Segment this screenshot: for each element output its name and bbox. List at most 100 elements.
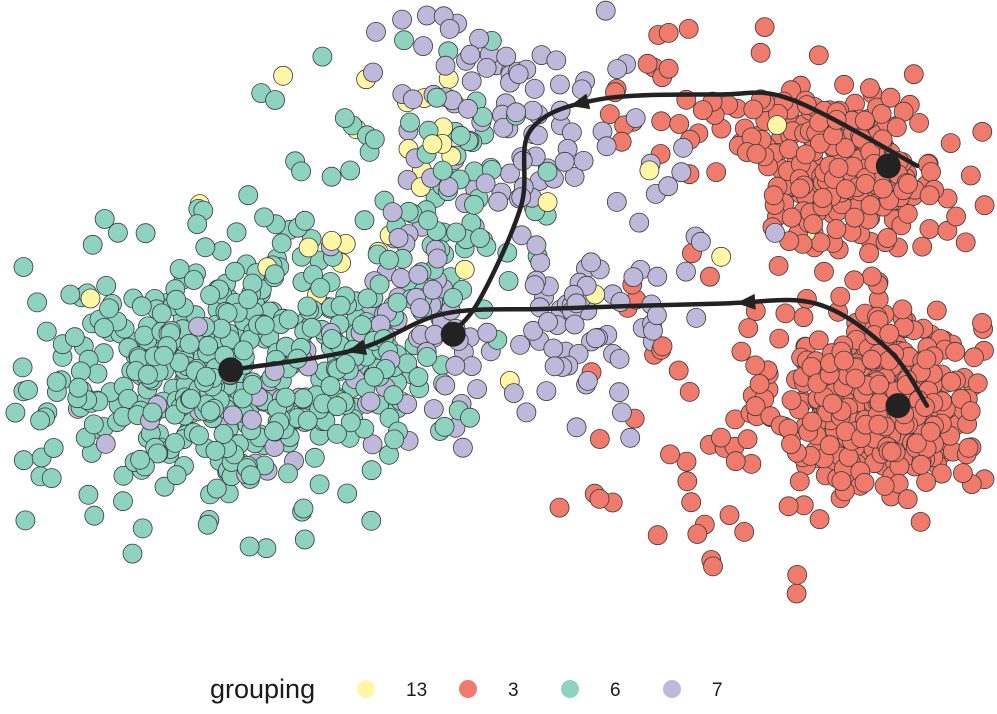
point-group-7 — [458, 98, 478, 119]
point-group-3 — [779, 139, 799, 160]
point-group-7 — [241, 409, 262, 430]
point-group-6 — [82, 234, 103, 255]
point-group-6 — [301, 317, 322, 338]
point-group-6 — [384, 429, 405, 450]
point-group-6 — [327, 396, 348, 417]
point-group-3 — [974, 195, 995, 216]
point-group-7 — [475, 173, 496, 194]
point-group-7 — [606, 191, 627, 212]
point-group-6 — [337, 483, 358, 504]
point-group-6 — [275, 387, 296, 408]
point-group-7 — [503, 383, 524, 404]
point-group-6 — [352, 315, 372, 336]
point-group-7 — [413, 36, 434, 56]
point-group-13 — [639, 160, 660, 181]
point-group-3 — [769, 328, 790, 349]
point-group-7 — [493, 118, 514, 138]
point-group-7 — [671, 162, 692, 183]
point-group-6 — [256, 538, 277, 559]
point-group-3 — [549, 497, 570, 518]
point-group-3 — [745, 355, 766, 376]
point-group-7 — [524, 275, 545, 296]
point-group-6 — [238, 289, 259, 310]
point-group-3 — [789, 471, 810, 492]
point-group-7 — [408, 264, 429, 285]
point-group-6 — [264, 421, 285, 442]
point-group-3 — [911, 454, 932, 475]
point-group-3 — [919, 185, 940, 206]
point-group-3 — [669, 114, 690, 134]
point-group-6 — [195, 237, 216, 258]
point-group-6 — [233, 340, 254, 361]
point-group-3 — [958, 437, 979, 458]
point-group-3 — [711, 427, 731, 448]
point-group-6 — [200, 401, 221, 421]
point-group-6 — [135, 223, 156, 244]
point-group-3 — [855, 110, 875, 131]
point-group-3 — [960, 165, 981, 186]
point-group-3 — [897, 203, 918, 224]
point-group-6 — [41, 468, 62, 489]
point-group-6 — [330, 295, 351, 316]
point-group-6 — [321, 166, 342, 187]
point-group-3 — [738, 318, 759, 339]
point-group-6 — [18, 379, 38, 400]
point-group-6 — [357, 288, 378, 309]
point-group-7 — [595, 0, 616, 21]
point-group-3 — [651, 111, 672, 132]
point-group-6 — [83, 414, 104, 435]
point-group-7 — [571, 79, 592, 100]
point-group-6 — [5, 402, 26, 423]
point-group-6 — [242, 374, 263, 395]
trajectory-arrow — [346, 339, 368, 356]
point-group-6 — [15, 510, 36, 531]
trajectory-arrow — [736, 293, 756, 310]
point-group-6 — [94, 318, 114, 338]
point-group-6 — [379, 249, 399, 270]
point-group-3 — [859, 243, 879, 264]
point-group-6 — [394, 30, 414, 51]
point-group-3 — [877, 228, 898, 248]
point-group-7 — [477, 322, 498, 343]
point-group-3 — [916, 472, 936, 492]
legend-entry-6: 6 — [561, 680, 621, 701]
point-group-13 — [537, 192, 558, 213]
legend-key-13 — [357, 680, 375, 698]
point-group-6 — [153, 345, 174, 366]
point-group-6 — [464, 194, 484, 215]
point-group-6 — [239, 536, 260, 557]
point-group-6 — [446, 222, 467, 243]
point-group-3 — [835, 138, 856, 159]
point-group-3 — [652, 336, 673, 357]
point-group-7 — [460, 44, 481, 65]
point-group-7 — [550, 74, 570, 95]
point-group-3 — [953, 463, 973, 484]
point-group-7 — [536, 381, 557, 402]
point-group-3 — [919, 219, 940, 239]
trajectory-layer — [218, 90, 930, 419]
point-group-6 — [240, 465, 261, 486]
point-group-3 — [931, 463, 952, 484]
trajectory-node — [875, 153, 901, 179]
point-group-6 — [180, 388, 201, 409]
point-group-7 — [522, 100, 543, 121]
point-group-3 — [972, 121, 993, 142]
point-group-3 — [749, 374, 770, 394]
point-group-6 — [166, 465, 187, 486]
point-group-7 — [544, 356, 565, 377]
point-group-7 — [546, 50, 567, 71]
point-group-3 — [873, 178, 893, 199]
point-group-3 — [972, 312, 992, 333]
legend-entries: 13 3 6 7 — [357, 680, 723, 701]
point-group-6 — [165, 432, 185, 453]
point-group-3 — [819, 435, 840, 456]
point-group-6 — [94, 209, 115, 229]
point-group-3 — [834, 74, 854, 95]
point-group-6 — [151, 303, 172, 324]
point-group-7 — [488, 191, 509, 212]
point-group-3 — [775, 303, 796, 324]
point-group-6 — [169, 259, 190, 279]
point-group-3 — [737, 429, 758, 450]
point-group-6 — [179, 333, 200, 354]
trajectory-node — [885, 393, 911, 419]
